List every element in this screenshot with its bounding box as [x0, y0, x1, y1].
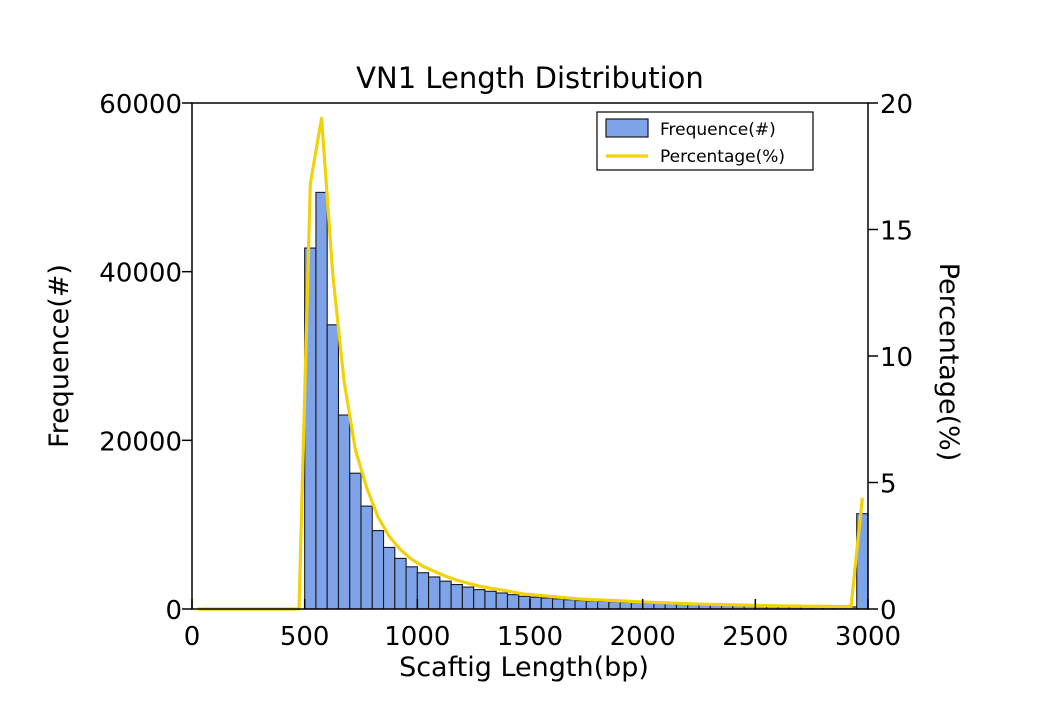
y2-tick-label: 20 [880, 90, 913, 120]
y-tick-label: 20000 [99, 427, 182, 457]
bar [337, 414, 351, 610]
x-tick-label: 3000 [835, 622, 901, 652]
bar [529, 596, 542, 610]
bar [326, 324, 340, 610]
bar [349, 472, 362, 610]
bar [630, 602, 644, 610]
bar [506, 594, 520, 610]
bar [518, 595, 531, 610]
y2-axis-title: Percentage(%) [933, 263, 964, 462]
x-tick-label: 0 [184, 622, 201, 652]
x-axis-title: Scaftig Length(bp) [399, 652, 649, 683]
bar [315, 191, 328, 610]
x-tick-label: 2500 [722, 622, 788, 652]
legend-label-percentage: Percentage(%) [660, 147, 785, 167]
legend: Frequence(#) Percentage(%) [596, 111, 814, 171]
y2-axis-ticks: 0 5 10 15 20 [868, 90, 913, 626]
y2-tick-label: 15 [880, 217, 913, 247]
y-axis-title: Frequence(#) [44, 264, 75, 448]
chart-title: VN1 Length Distribution [356, 61, 704, 95]
bar [619, 601, 632, 610]
bar [540, 597, 554, 610]
bar [382, 546, 396, 610]
bar [371, 530, 385, 610]
bar [484, 590, 497, 610]
x-tick-label: 1000 [384, 622, 450, 652]
bar [360, 505, 373, 610]
legend-label-frequence: Frequence(#) [660, 120, 776, 140]
y2-tick-label: 10 [880, 343, 913, 373]
x-tick-label: 500 [280, 622, 330, 652]
bar [416, 572, 430, 610]
x-tick-label: 1500 [497, 622, 563, 652]
bar [551, 598, 565, 610]
bar [563, 599, 576, 610]
bar [461, 586, 475, 610]
bar [495, 592, 509, 610]
bar [439, 580, 452, 610]
bar [585, 600, 599, 610]
y-axis-ticks: 0 20000 40000 60000 [99, 90, 192, 626]
y2-tick-label: 5 [880, 470, 897, 500]
y-tick-label: 0 [165, 596, 182, 626]
bar [597, 600, 610, 610]
y-tick-label: 60000 [99, 90, 182, 120]
bars-group [304, 191, 869, 610]
bar [405, 566, 418, 610]
x-axis-ticks: 0 500 1000 1500 2000 2500 3000 [184, 599, 901, 652]
bar [428, 576, 441, 610]
bar [394, 557, 407, 610]
bar [608, 601, 621, 610]
plot-frame [191, 102, 869, 610]
legend-swatch-frequence [605, 118, 649, 138]
y2-tick-label: 0 [880, 596, 897, 626]
x-tick-label: 2000 [610, 622, 676, 652]
bar [473, 589, 486, 610]
bar [642, 602, 655, 610]
y-tick-label: 40000 [99, 259, 182, 289]
bar [574, 600, 587, 610]
bar [450, 583, 463, 610]
percentage-line [197, 116, 864, 611]
